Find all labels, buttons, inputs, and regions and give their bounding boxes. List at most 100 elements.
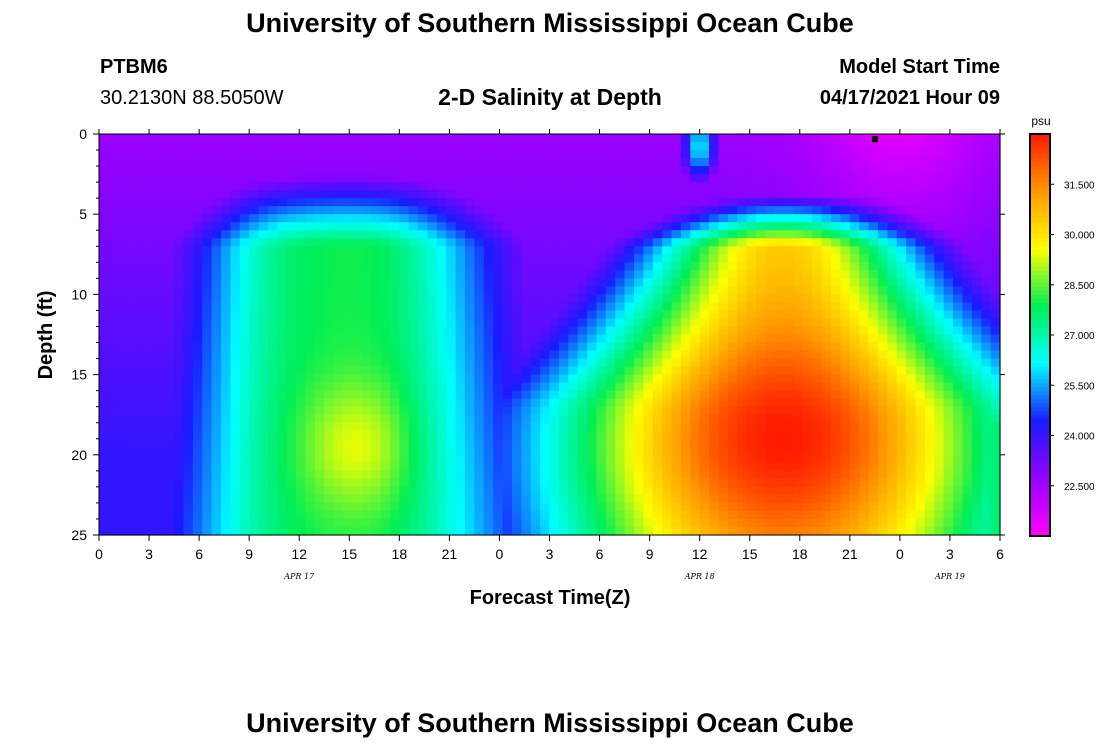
heatmap-cell (352, 390, 363, 400)
heatmap-cell (774, 302, 785, 312)
heatmap-cell (502, 478, 513, 488)
heatmap-cell (662, 342, 673, 352)
heatmap-cell (371, 286, 382, 295)
heatmap-cell (277, 430, 288, 440)
heatmap-cell (408, 246, 419, 255)
heatmap-cell (971, 342, 982, 352)
heatmap-cell (333, 366, 344, 376)
heatmap-cell (361, 478, 372, 488)
heatmap-cell (849, 150, 860, 159)
heatmap-cell (155, 142, 166, 151)
heatmap-cell (530, 478, 541, 488)
heatmap-cell (389, 398, 400, 408)
heatmap-cell (896, 270, 907, 279)
heatmap-cell (793, 334, 804, 344)
heatmap-cell (699, 486, 710, 496)
heatmap-cell (258, 526, 269, 536)
heatmap-cell (633, 270, 644, 279)
heatmap-cell (671, 326, 682, 336)
heatmap-cell (906, 430, 917, 440)
heatmap-cell (690, 398, 701, 408)
heatmap-cell (493, 398, 504, 408)
heatmap-cell (765, 326, 776, 336)
heatmap-cell (455, 518, 466, 528)
heatmap-cell (774, 230, 785, 239)
heatmap-cell (521, 486, 532, 496)
heatmap-cell (821, 494, 832, 504)
heatmap-cell (596, 414, 607, 424)
heatmap-cell (549, 446, 560, 456)
heatmap-cell (436, 462, 447, 472)
heatmap-cell (145, 230, 156, 239)
heatmap-cell (446, 486, 457, 496)
heatmap-cell (183, 214, 194, 223)
heatmap-cell (267, 374, 278, 384)
heatmap-cell (831, 518, 842, 528)
heatmap-cell (389, 134, 400, 143)
heatmap-cell (943, 190, 954, 199)
heatmap-cell (286, 246, 297, 255)
heatmap-cell (859, 390, 870, 400)
heatmap-cell (474, 294, 485, 304)
heatmap-cell (831, 526, 842, 536)
heatmap-cell (784, 278, 795, 287)
heatmap-cell (793, 222, 804, 231)
heatmap-cell (474, 318, 485, 328)
heatmap-cell (746, 462, 757, 472)
heatmap-cell (239, 166, 250, 175)
heatmap-cell (521, 350, 532, 360)
heatmap-cell (465, 438, 476, 448)
heatmap-cell (896, 406, 907, 416)
heatmap-cell (906, 142, 917, 151)
heatmap-cell (765, 142, 776, 151)
heatmap-cell (868, 510, 879, 520)
heatmap-cell (558, 262, 569, 271)
y-tick-label: 20 (71, 447, 87, 463)
heatmap-cell (314, 190, 325, 199)
heatmap-cell (465, 502, 476, 512)
heatmap-cell (605, 206, 616, 215)
heatmap-cell (896, 254, 907, 263)
heatmap-cell (446, 326, 457, 336)
heatmap-cell (511, 294, 522, 304)
heatmap-cell (990, 510, 1001, 520)
heatmap-cell (896, 494, 907, 504)
heatmap-cell (680, 206, 691, 215)
heatmap-cell (605, 430, 616, 440)
heatmap-cell (174, 246, 185, 255)
heatmap-cell (831, 294, 842, 304)
heatmap-cell (286, 406, 297, 416)
heatmap-cell (558, 414, 569, 424)
heatmap-cell (155, 286, 166, 295)
heatmap-cell (558, 518, 569, 528)
heatmap-cell (774, 526, 785, 536)
model-start-label: Model Start Time (839, 56, 1000, 78)
heatmap-cell (831, 510, 842, 520)
heatmap-cell (530, 142, 541, 151)
heatmap-cell (981, 270, 992, 279)
heatmap-cell (671, 198, 682, 207)
heatmap-cell (436, 510, 447, 520)
heatmap-cell (333, 350, 344, 360)
heatmap-cell (174, 238, 185, 247)
heatmap-cell (568, 326, 579, 336)
heatmap-cell (343, 494, 354, 504)
heatmap-cell (249, 318, 260, 328)
heatmap-cell (277, 222, 288, 231)
heatmap-cell (117, 270, 128, 279)
heatmap-cell (211, 286, 222, 295)
heatmap-cell (127, 254, 138, 263)
heatmap-cell (230, 494, 241, 504)
heatmap-cell (511, 454, 522, 464)
heatmap-cell (587, 174, 598, 183)
heatmap-cell (502, 278, 513, 287)
heatmap-cell (446, 310, 457, 320)
heatmap-cell (690, 470, 701, 480)
heatmap-cell (680, 198, 691, 207)
heatmap-cell (211, 318, 222, 328)
heatmap-cell (924, 414, 935, 424)
heatmap-cell (296, 510, 307, 520)
colorbar-segment (1030, 467, 1050, 473)
heatmap-cell (277, 502, 288, 512)
heatmap-cell (408, 270, 419, 279)
